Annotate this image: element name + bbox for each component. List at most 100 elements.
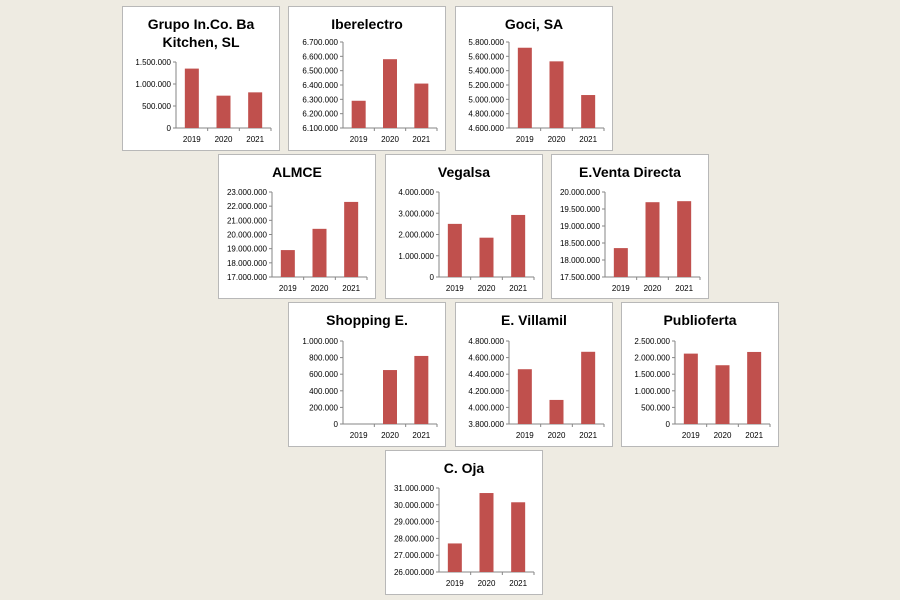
bar-chart-svg: 17.500.000 18.000.000 18.500.000 19.000.000… [560,188,701,293]
x-tick-label: 2020 [644,284,662,293]
y-tick-label: 4.000.000 [468,403,504,412]
bar-2021 [248,92,263,128]
bar-chart-svg: 0 1.000.000 2.000.000 3.000.000 4.000.000 201… [398,188,535,293]
y-tick-label: 5.800.000 [468,38,504,47]
bar-2019 [184,68,199,128]
y-tick-label: 31.000.000 [394,484,435,493]
x-tick-label: 2019 [183,135,201,144]
chart-title: ALMCE [219,163,375,181]
y-tick-label: 1.000.000 [398,252,434,261]
y-tick-label: 4.200.000 [468,387,504,396]
y-tick-label: 21.000.000 [227,216,268,225]
y-tick-label: 17.000.000 [227,273,268,282]
y-tick-label: 18.000.000 [227,259,268,268]
chart-card-5: Vegalsa 0 1.000.000 2.000.000 3.000.000 4.000… [385,154,543,299]
chart-title: Iberelectro [289,15,445,33]
y-tick-label: 1.000.000 [135,80,171,89]
chart-title-line: E.Venta Directa [579,164,681,180]
bar-chart-svg: 26.000.000 27.000.000 28.000.000 29.000.000… [394,484,535,588]
bar-2020 [383,370,397,424]
y-tick-label: 5.400.000 [468,67,504,76]
y-tick-label: 4.800.000 [468,337,504,346]
chart-title-line: C. Oja [443,460,485,476]
chart-title-line: E. Villamil [501,312,567,328]
y-tick-label: 4.800.000 [468,110,504,119]
x-tick-label: 2020 [714,431,732,440]
bar-2021 [414,355,429,424]
x-tick-label: 2019 [516,135,534,144]
y-tick-label: 5.200.000 [468,81,504,90]
chart-title-line: Iberelectro [331,16,403,32]
bar-2020 [312,228,327,277]
chart-card-8: E. Villamil 3.800.000 4.000.000 4.200.000 4.… [455,302,613,447]
y-tick-label: 22.000.000 [227,202,268,211]
x-tick-label: 2020 [381,135,399,144]
chart-card-2: Iberelectro 6.100.000 6.200.000 6.300.000 6.… [288,6,446,151]
y-tick-label: 1.000.000 [634,387,670,396]
bar-2021 [581,351,596,424]
bar-2021 [677,201,692,277]
chart-title-line: ALMCE [272,164,322,180]
y-tick-label: 18.000.000 [560,256,601,265]
y-tick-label: 6.200.000 [302,110,338,119]
x-tick-label: 2020 [548,135,566,144]
y-tick-label: 800.000 [309,354,338,363]
y-tick-label: 17.500.000 [560,273,601,282]
chart-card-3: Goci, SA 4.600.000 4.800.000 5.000.000 5.200… [455,6,613,151]
x-tick-label: 2021 [412,431,430,440]
y-tick-label: 0 [167,124,172,133]
x-tick-label: 2019 [446,579,464,588]
y-tick-label: 4.600.000 [468,124,504,133]
y-tick-label: 0 [430,273,435,282]
y-tick-label: 6.700.000 [302,38,338,47]
bar-2019 [517,47,532,128]
y-tick-label: 30.000.000 [394,501,435,510]
y-tick-label: 26.000.000 [394,568,435,577]
chart-card-1: Grupo In.Co. Ba Kitchen, SL 0 500.000 1.000.… [122,6,280,151]
bar-2019 [447,543,462,572]
y-tick-label: 28.000.000 [394,534,435,543]
bar-2019 [683,353,698,424]
x-tick-label: 2021 [412,135,430,144]
chart-card-10: C. Oja 26.000.000 27.000.000 28.000.000 29.0… [385,450,543,595]
y-tick-label: 5.000.000 [468,95,504,104]
chart-card-7: Shopping E. 0 200.000 400.000 600.000 800.000… [288,302,446,447]
x-tick-label: 2021 [509,579,527,588]
x-tick-label: 2019 [446,284,464,293]
x-tick-label: 2019 [279,284,297,293]
y-tick-label: 0 [334,420,339,429]
chart-title: Shopping E. [289,311,445,329]
y-tick-label: 4.000.000 [398,188,434,197]
chart-card-9: Publioferta 0 500.000 1.000.000 1.500.000 2.0… [621,302,779,447]
bar-2021 [511,502,526,572]
y-tick-label: 6.100.000 [302,124,338,133]
y-tick-label: 4.600.000 [468,354,504,363]
bar-2021 [344,201,359,277]
bar-2021 [414,83,429,128]
x-tick-label: 2019 [350,135,368,144]
y-tick-label: 6.400.000 [302,81,338,90]
chart-card-6: E.Venta Directa 17.500.000 18.000.000 18.50… [551,154,709,299]
y-tick-label: 19.500.000 [560,205,601,214]
bar-2020 [645,202,660,277]
y-tick-label: 6.300.000 [302,95,338,104]
x-tick-label: 2019 [516,431,534,440]
y-tick-label: 18.500.000 [560,239,601,248]
y-tick-label: 3.000.000 [398,209,434,218]
x-tick-label: 2021 [675,284,693,293]
x-tick-label: 2019 [350,431,368,440]
bar-2020 [549,399,564,424]
x-tick-label: 2020 [548,431,566,440]
y-tick-label: 27.000.000 [394,551,435,560]
y-tick-label: 500.000 [142,102,171,111]
x-tick-label: 2021 [579,135,597,144]
y-tick-label: 20.000.000 [560,188,601,197]
bar-2019 [447,223,462,277]
bar-chart-svg: 0 500.000 1.000.000 1.500.000 2019 2020 2021 [135,58,272,144]
bar-2021 [581,95,596,128]
bar-2019 [280,250,295,277]
x-tick-label: 2020 [381,431,399,440]
bar-2019 [613,248,628,277]
x-tick-label: 2020 [478,579,496,588]
y-tick-label: 19.000.000 [560,222,601,231]
